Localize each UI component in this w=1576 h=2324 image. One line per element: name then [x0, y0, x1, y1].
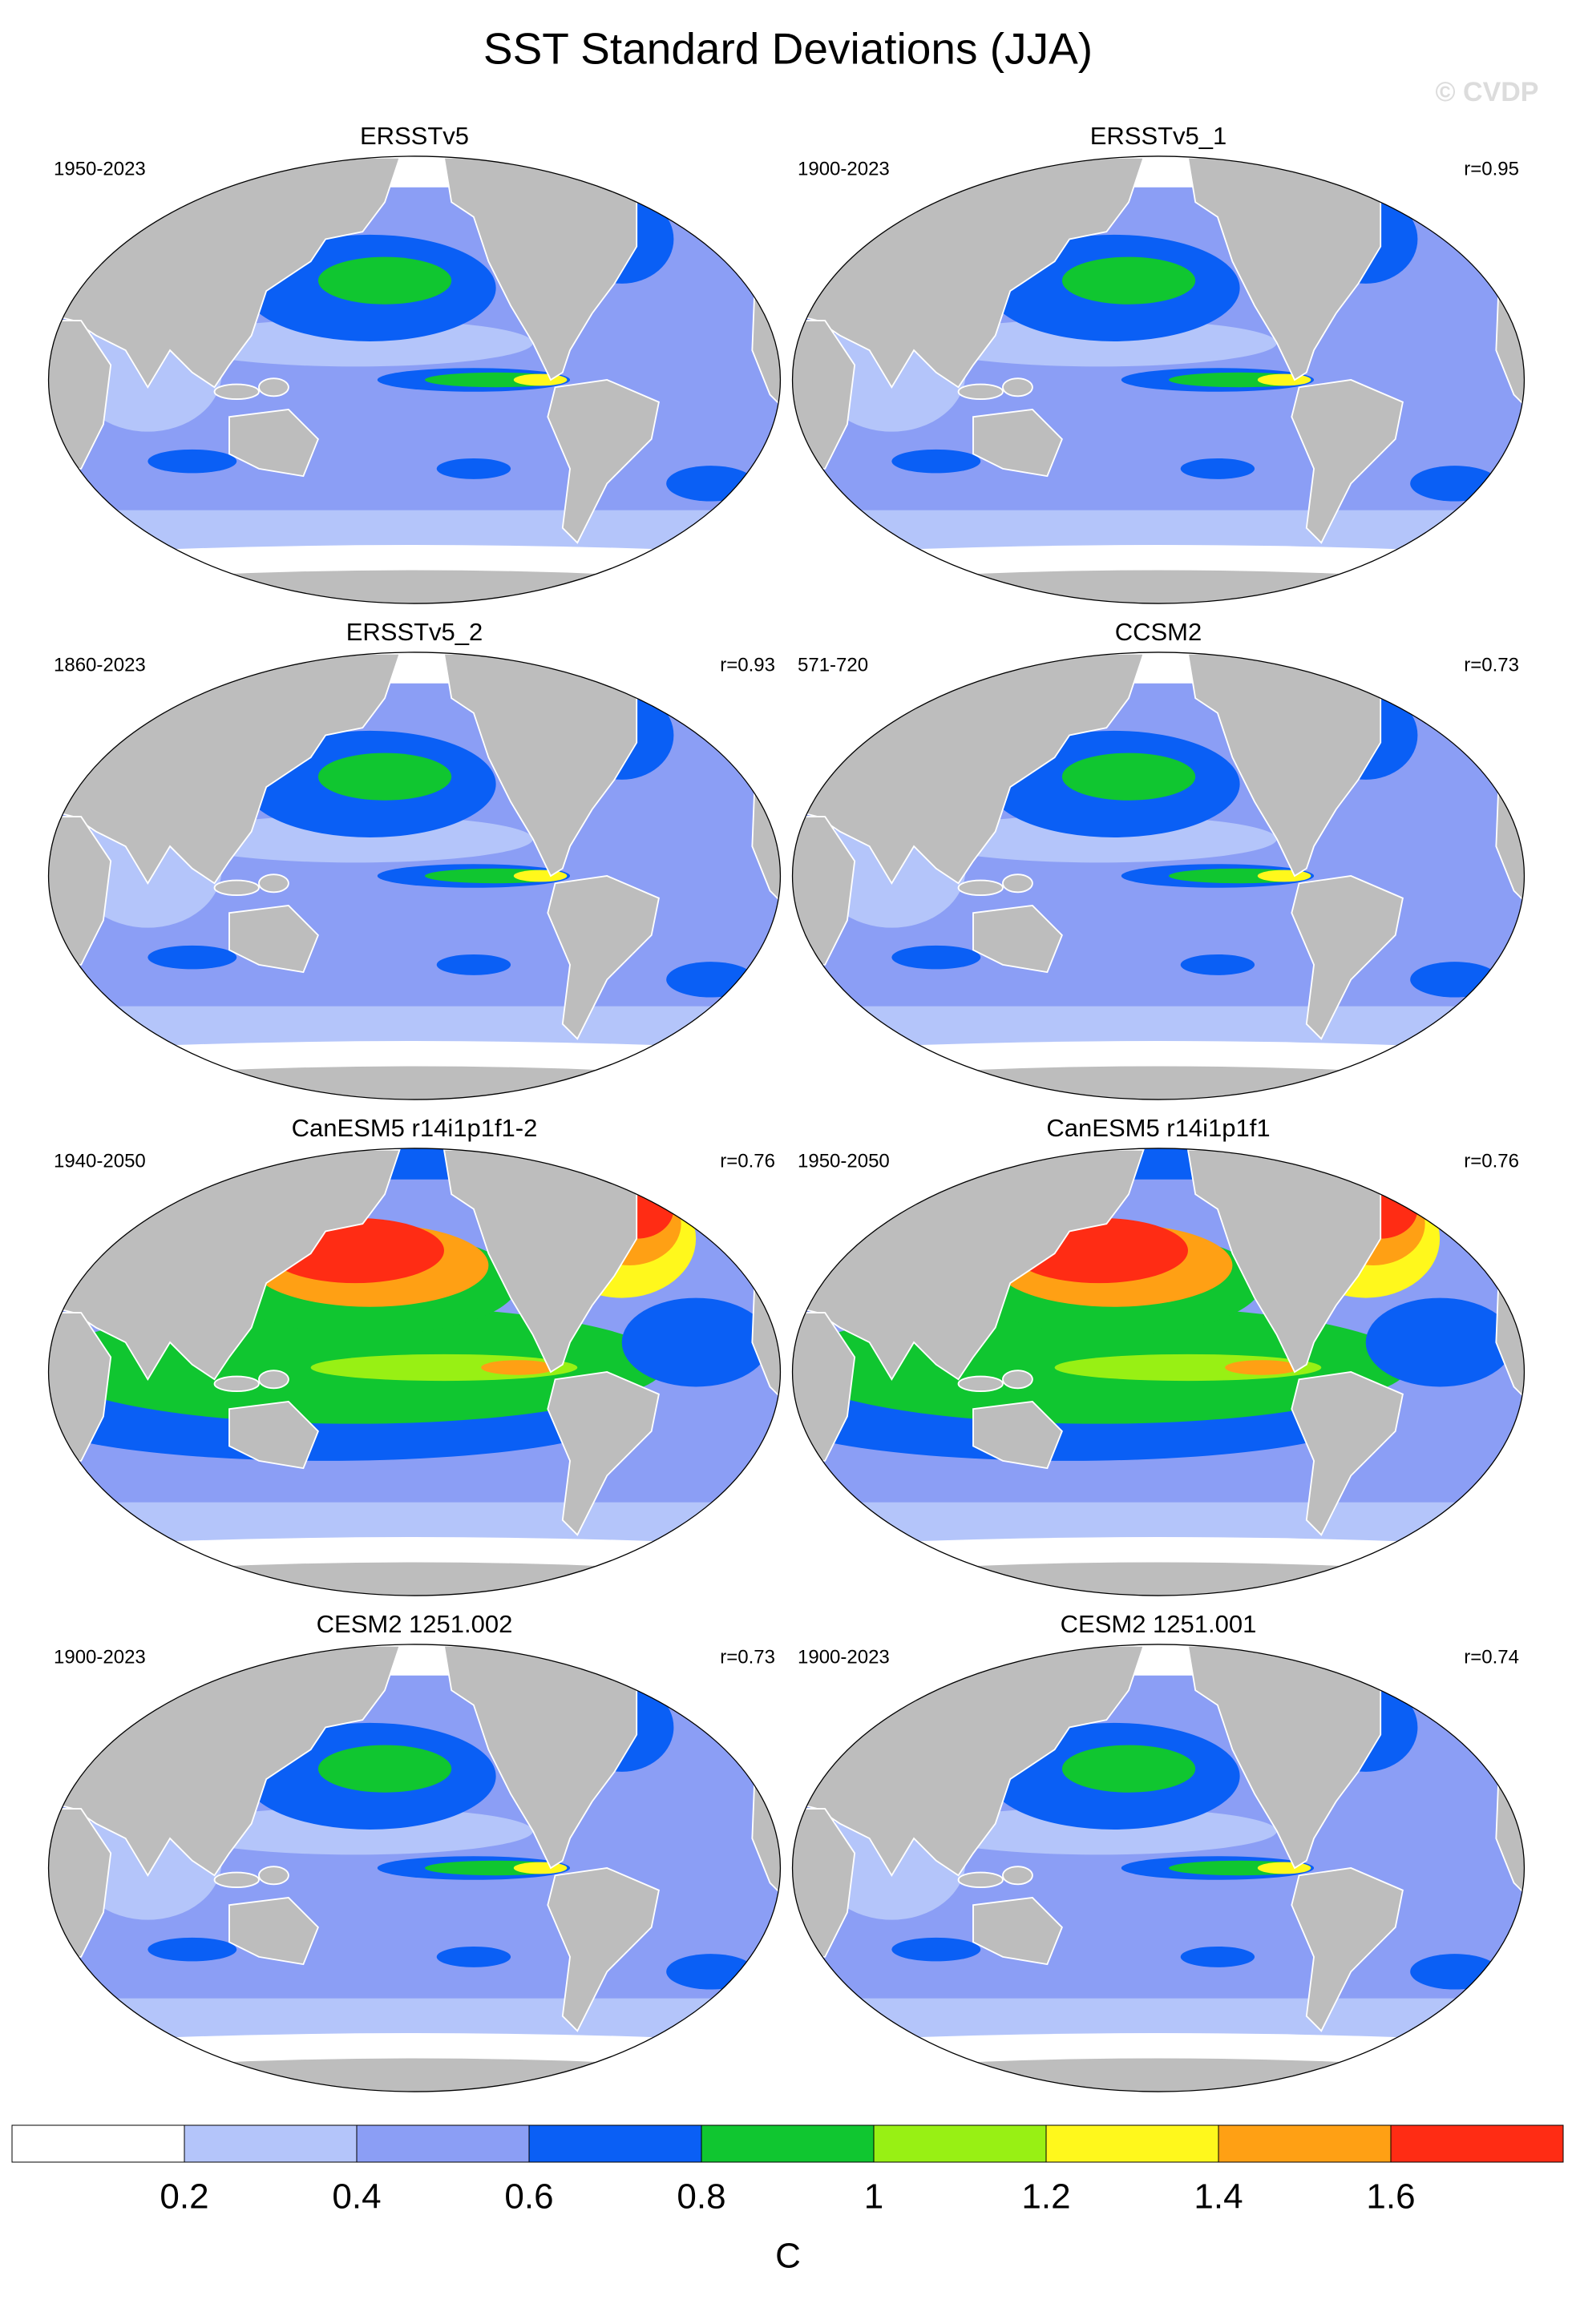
- panel: ERSSTv5 1950-2023: [44, 122, 785, 609]
- map: [44, 647, 785, 1106]
- colorbar-box: [528, 2124, 702, 2163]
- panel: ERSSTv5_2 1860-2023 r=0.93: [44, 618, 785, 1105]
- panel-title: CCSM2: [1115, 618, 1202, 646]
- panel-correlation: r=0.73: [720, 1646, 775, 1668]
- panel-period: 1950-2023: [54, 158, 146, 180]
- map: [30, 1143, 785, 1602]
- map: [788, 647, 1529, 1106]
- colorbar-box: [1218, 2124, 1392, 2163]
- panel-title: CanESM5 r14i1p1f1-2: [292, 1114, 538, 1142]
- panel: CanESM5 r14i1p1f1 1950-2050 r=0.76: [774, 1114, 1529, 1601]
- panel-title: ERSSTv5: [360, 122, 469, 150]
- panels: ERSSTv5 1950-2023 ERSSTv5_1 1900-2023 r=0.95…: [30, 122, 1529, 2097]
- panel: CCSM2 571-720 r=0.73: [788, 618, 1529, 1105]
- panel: ERSSTv5_1 1900-2023 r=0.95: [788, 122, 1529, 609]
- colorbar-box: [701, 2124, 875, 2163]
- colorbar-tick-label: 0.2: [160, 2177, 208, 2217]
- figure-title: SST Standard Deviations (JJA): [483, 24, 1093, 74]
- colorbar-box: [11, 2124, 185, 2163]
- panel-title: CESM2 1251.001: [1061, 1610, 1257, 1638]
- colorbar-tick-label: 0.4: [332, 2177, 381, 2217]
- panel-title: CanESM5 r14i1p1f1: [1046, 1114, 1270, 1142]
- panel: CESM2 1251.001 1900-2023 r=0.74: [788, 1610, 1529, 2097]
- colorbar-tick-label: 0.6: [504, 2177, 553, 2217]
- colorbar-box: [1390, 2124, 1564, 2163]
- map: [788, 1639, 1529, 2098]
- panel-correlation: r=0.95: [1464, 158, 1519, 180]
- panel-period: 1900-2023: [798, 158, 890, 180]
- panel-title: ERSSTv5_2: [346, 618, 483, 646]
- watermark: © CVDP: [1436, 77, 1539, 107]
- map: [788, 151, 1529, 610]
- map: [44, 151, 785, 610]
- colorbar-tick-label: 1.2: [1021, 2177, 1070, 2217]
- panel-correlation: r=0.73: [1464, 654, 1519, 676]
- panel-period: 1860-2023: [54, 654, 146, 676]
- colorbar-box: [356, 2124, 530, 2163]
- panel-correlation: r=0.76: [1464, 1150, 1519, 1172]
- colorbar: 0.2 0.4 0.6 0.8 1 1.2 1.4 1.6 C: [11, 2124, 1564, 2276]
- panel-period: 571-720: [798, 654, 868, 676]
- panel-title: ERSSTv5_1: [1090, 122, 1227, 150]
- map: [44, 1639, 785, 2098]
- colorbar-label: C: [775, 2237, 801, 2276]
- panel: CanESM5 r14i1p1f1-2 1940-2050 r=0.76: [30, 1114, 785, 1601]
- colorbar-box: [1045, 2124, 1219, 2163]
- colorbar-box: [184, 2124, 358, 2163]
- panel-correlation: r=0.93: [720, 654, 775, 676]
- panel-period: 1950-2050: [798, 1150, 890, 1172]
- panel-title: CESM2 1251.002: [317, 1610, 513, 1638]
- colorbar-tick-label: 0.8: [677, 2177, 725, 2217]
- panel-period: 1940-2050: [54, 1150, 146, 1172]
- panel-correlation: r=0.76: [720, 1150, 775, 1172]
- colorbar-box: [873, 2124, 1047, 2163]
- colorbar-tick-label: 1: [864, 2177, 883, 2217]
- panel-correlation: r=0.74: [1464, 1646, 1519, 1668]
- panel-period: 1900-2023: [798, 1646, 890, 1668]
- colorbar-tick-label: 1.4: [1194, 2177, 1243, 2217]
- map: [774, 1143, 1529, 1602]
- colorbar-tick-label: 1.6: [1366, 2177, 1415, 2217]
- panel-period: 1900-2023: [54, 1646, 146, 1668]
- panel: CESM2 1251.002 1900-2023 r=0.73: [44, 1610, 785, 2097]
